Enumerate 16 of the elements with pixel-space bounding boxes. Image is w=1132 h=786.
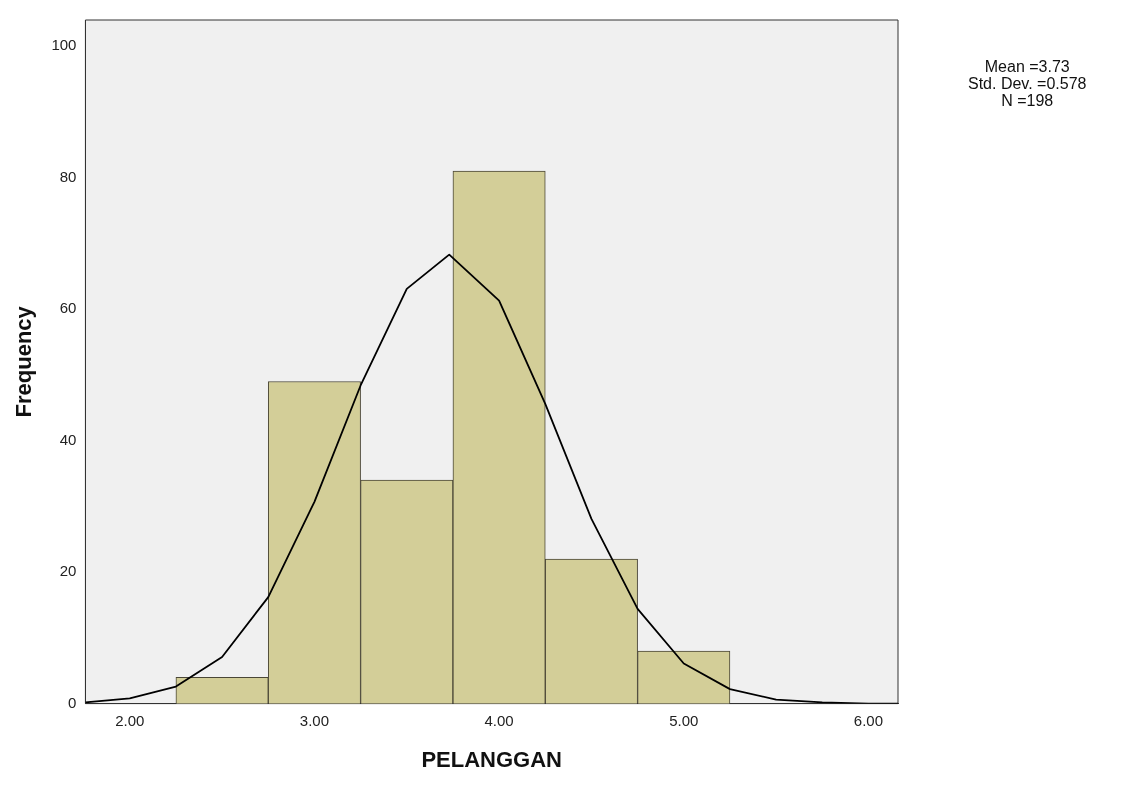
y-tick-label: 40 — [59, 430, 77, 448]
y-tick-label: 80 — [59, 167, 77, 185]
text: N =198 — [1000, 92, 1055, 109]
y-tick-label: 20 — [59, 562, 77, 580]
y-tick-label: 100 — [51, 36, 77, 54]
x-tick-label: 5.00 — [669, 711, 699, 729]
x-tick-label: 2.00 — [115, 711, 145, 729]
x-axis-title: PELANGGAN — [421, 746, 562, 772]
y-tick-label: 60 — [59, 299, 77, 317]
text: Std. Dev. =0.578 — [968, 75, 1087, 92]
x-tick-label: 6.00 — [853, 711, 884, 729]
y-axis-title: Frequency — [11, 305, 37, 418]
x-tick-label: 3.00 — [299, 711, 330, 729]
y-tick-label: 0 — [68, 693, 77, 711]
text: Mean =3.73 — [983, 58, 1071, 75]
x-tick-label: 4.00 — [484, 711, 514, 729]
